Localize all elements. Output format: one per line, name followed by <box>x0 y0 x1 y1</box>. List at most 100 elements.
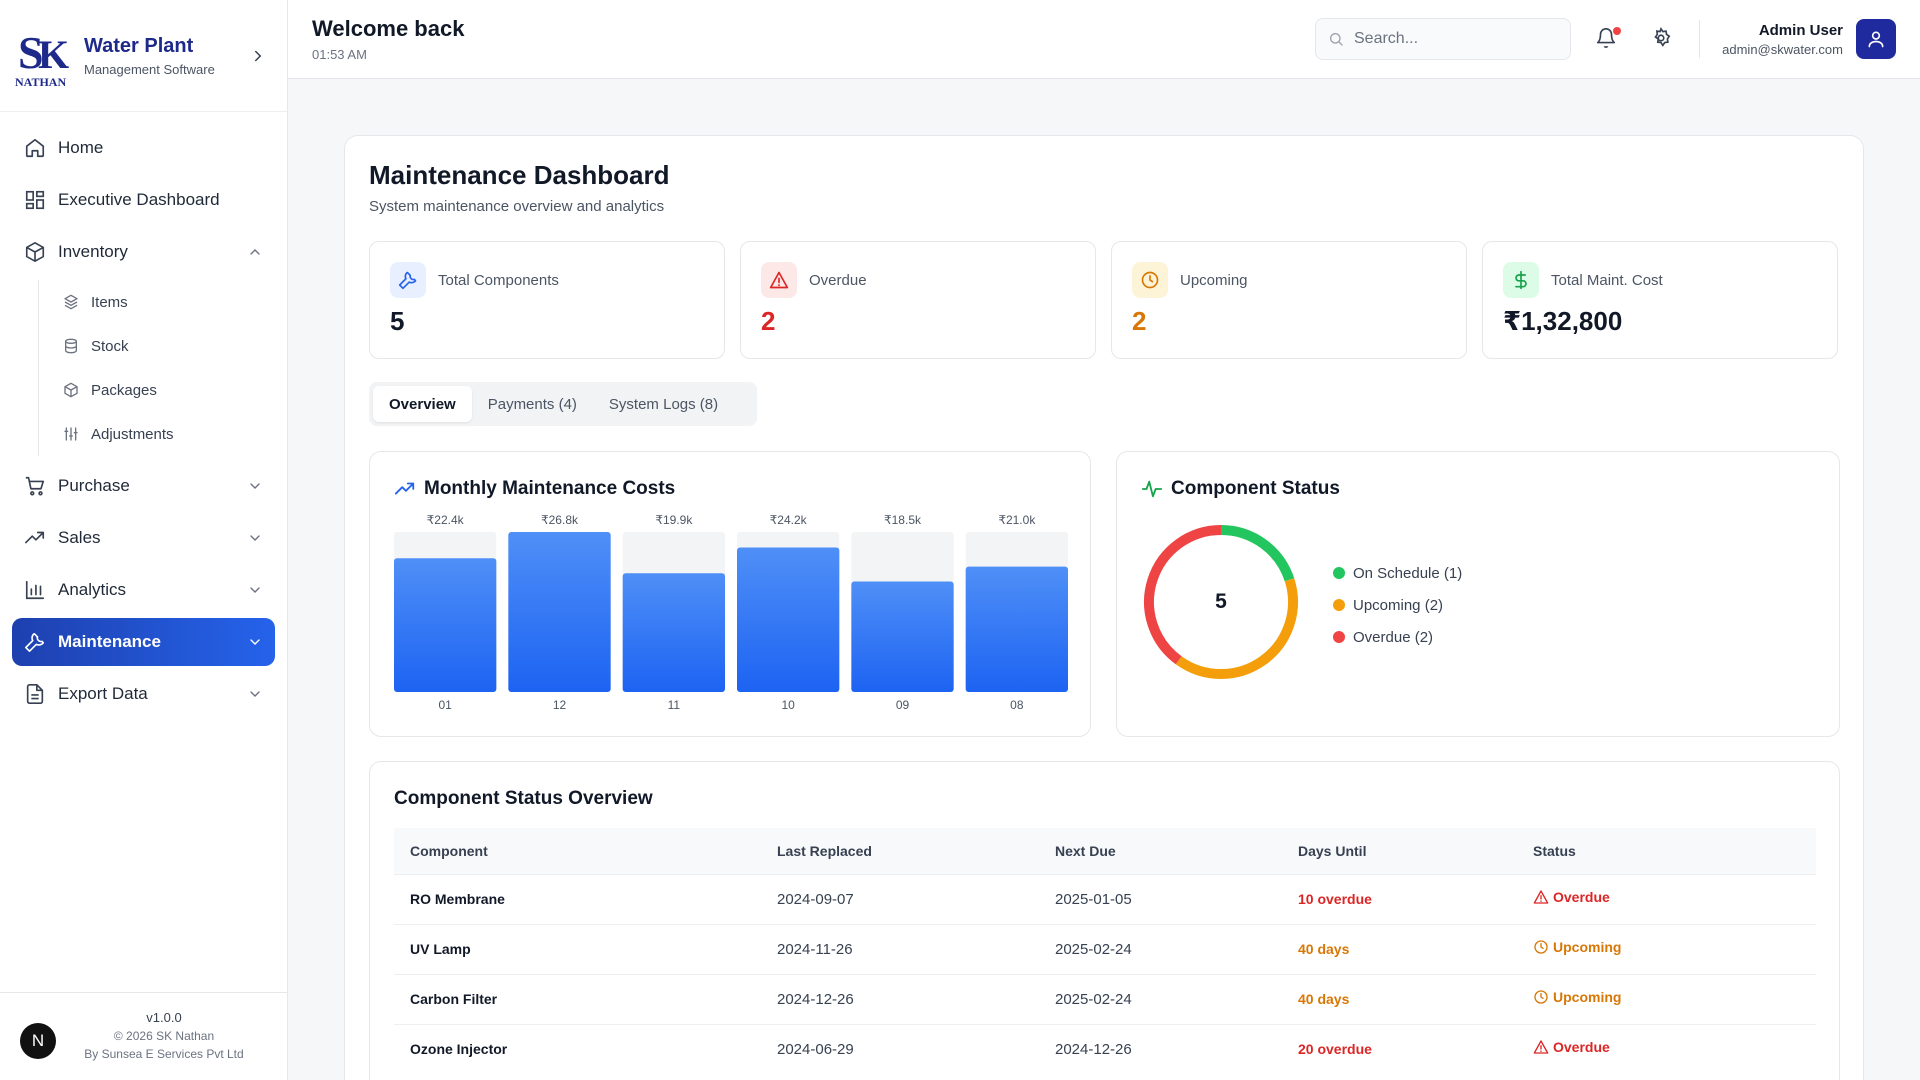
stat-card-upcoming[interactable]: Upcoming 2 <box>1111 241 1467 359</box>
sidebar-item-purchase[interactable]: Purchase <box>12 462 275 510</box>
x-tick-label: 08 <box>1010 698 1024 712</box>
stat-badge <box>761 262 797 298</box>
cell-status: Overdue <box>1517 1023 1816 1074</box>
database-icon <box>65 338 77 354</box>
sliders-icon <box>64 427 78 441</box>
user-email: admin@skwater.com <box>1722 42 1843 57</box>
sidebar-item-label: Maintenance <box>58 632 161 651</box>
table-row[interactable]: RO Membrane 2024-09-07 2025-01-05 10 ove… <box>394 873 1816 924</box>
search-box[interactable] <box>1315 18 1571 60</box>
legend-label: On Schedule (1) <box>1353 564 1463 582</box>
status-text: Upcoming <box>1553 939 1622 955</box>
chevron-down-icon[interactable] <box>247 686 263 702</box>
bar-value-label: ₹26.8k <box>541 513 579 527</box>
clock-icon <box>1141 271 1159 289</box>
company-text: By Sunsea E Services Pvt Ltd <box>84 1047 244 1061</box>
sidebar-subitem-items[interactable]: Items <box>53 280 275 324</box>
component-status-table: Component Last Replaced Next Due Days Un… <box>394 828 1816 1074</box>
notification-dot <box>1613 27 1621 35</box>
layers-icon <box>64 294 78 310</box>
stat-card-overdue[interactable]: Overdue 2 <box>740 241 1096 359</box>
bar-01[interactable] <box>394 558 497 692</box>
table-header-row: Component Last Replaced Next Due Days Un… <box>394 828 1816 874</box>
sidebar-subitem-adjustments[interactable]: Adjustments <box>53 412 275 456</box>
bar-10[interactable] <box>737 547 840 692</box>
sidebar-item-export-data[interactable]: Export Data <box>12 670 275 718</box>
sidebar-subitem-label: Adjustments <box>91 425 174 443</box>
cell-next-due: 2024-12-26 <box>1039 1023 1282 1074</box>
legend-dot <box>1333 567 1345 579</box>
table-row[interactable]: UV Lamp 2024-11-26 2025-02-24 40 days Up… <box>394 923 1816 974</box>
tab-bar: Overview Payments (4) System Logs (8) <box>369 382 757 426</box>
activity-icon <box>1141 480 1163 498</box>
sidebar-subitem-stock[interactable]: Stock <box>53 324 275 368</box>
column-header[interactable]: Days Until <box>1282 828 1517 874</box>
bar-value-label: ₹19.9k <box>655 513 693 527</box>
stat-value: 2 <box>1132 306 1147 336</box>
donut-slice-0[interactable] <box>1220 525 1295 582</box>
package-icon <box>25 242 45 262</box>
bar-11[interactable] <box>622 573 725 692</box>
sidebar: S K NATHAN Water Plant Management Softwa… <box>0 0 288 1080</box>
component-status-panel: Component Status 5 On Schedule (1) Upcom… <box>1116 451 1840 737</box>
tab-payments[interactable]: Payments (4) <box>487 395 577 413</box>
chevron-down-icon[interactable] <box>247 530 263 546</box>
sidebar-nav: Home Executive Dashboard Inventory Items… <box>0 112 287 718</box>
stat-card-total-cost[interactable]: Total Maint. Cost ₹1,32,800 <box>1482 241 1838 359</box>
alert-triangle-icon <box>1533 890 1549 904</box>
tab-overview[interactable]: Overview <box>373 386 472 422</box>
chart-title: Component Status <box>1171 478 1340 499</box>
cell-days-until: 20 overdue <box>1282 1023 1517 1074</box>
copyright-text: © 2026 SK Nathan <box>113 1029 215 1043</box>
sidebar-item-executive-dashboard[interactable]: Executive Dashboard <box>12 176 275 224</box>
stat-badge <box>1503 262 1539 298</box>
search-input[interactable] <box>1354 30 1554 48</box>
x-tick-label: 01 <box>438 698 452 712</box>
svg-text:S: S <box>18 27 44 78</box>
cell-component: UV Lamp <box>394 923 761 974</box>
chevron-down-icon[interactable] <box>247 478 263 494</box>
sidebar-subitem-packages[interactable]: Packages <box>53 368 275 412</box>
chevron-down-icon[interactable] <box>247 582 263 598</box>
bell-icon[interactable] <box>1595 27 1617 49</box>
column-header[interactable]: Status <box>1517 828 1816 874</box>
stat-badge <box>1132 262 1168 298</box>
donut-slice-2[interactable] <box>1144 525 1222 665</box>
sidebar-item-sales[interactable]: Sales <box>12 514 275 562</box>
bar-value-label: ₹22.4k <box>427 513 465 527</box>
panel-title: Monthly Maintenance Costs <box>394 478 675 500</box>
bar-value-label: ₹21.0k <box>998 513 1036 527</box>
table-row[interactable]: Ozone Injector 2024-06-29 2024-12-26 20 … <box>394 1023 1816 1074</box>
column-header[interactable]: Next Due <box>1039 828 1282 874</box>
clock-icon <box>1534 940 1548 954</box>
sidebar-item-maintenance[interactable]: Maintenance <box>12 618 275 666</box>
status-badge: Upcoming <box>1533 989 1621 1005</box>
bar-08[interactable] <box>965 566 1068 692</box>
column-header[interactable]: Component <box>394 828 761 874</box>
bar-value-label: ₹24.2k <box>770 513 808 527</box>
chevron-down-icon[interactable] <box>247 634 263 650</box>
status-badge: Overdue <box>1533 889 1610 905</box>
stat-card-total-components[interactable]: Total Components 5 <box>369 241 725 359</box>
company-logo-icon: S K NATHAN <box>15 27 69 89</box>
panel-title: Component Status <box>1141 478 1340 500</box>
gear-icon[interactable] <box>1650 27 1672 49</box>
sidebar-item-inventory[interactable]: Inventory <box>12 228 275 276</box>
column-header[interactable]: Last Replaced <box>761 828 1039 874</box>
table-row[interactable]: Carbon Filter 2024-12-26 2025-02-24 40 d… <box>394 973 1816 1024</box>
status-badge: Overdue <box>1533 1039 1610 1055</box>
donut-slice-1[interactable] <box>1175 578 1298 679</box>
legend-item-overdue: Overdue (2) <box>1333 621 1462 653</box>
stat-label: Total Components <box>438 272 559 289</box>
user-avatar[interactable]: N <box>20 1023 56 1059</box>
chart-title: Monthly Maintenance Costs <box>424 478 676 499</box>
sidebar-item-analytics[interactable]: Analytics <box>12 566 275 614</box>
chevron-right-icon[interactable] <box>249 47 267 65</box>
sidebar-item-home[interactable]: Home <box>12 124 275 172</box>
user-avatar-button[interactable] <box>1856 19 1896 59</box>
chevron-up-icon[interactable] <box>247 244 263 260</box>
bar-12[interactable] <box>508 532 611 692</box>
brand[interactable]: S K NATHAN Water Plant Management Softwa… <box>0 0 287 112</box>
bar-09[interactable] <box>851 581 954 692</box>
tab-system-logs[interactable]: System Logs (8) <box>608 395 719 413</box>
